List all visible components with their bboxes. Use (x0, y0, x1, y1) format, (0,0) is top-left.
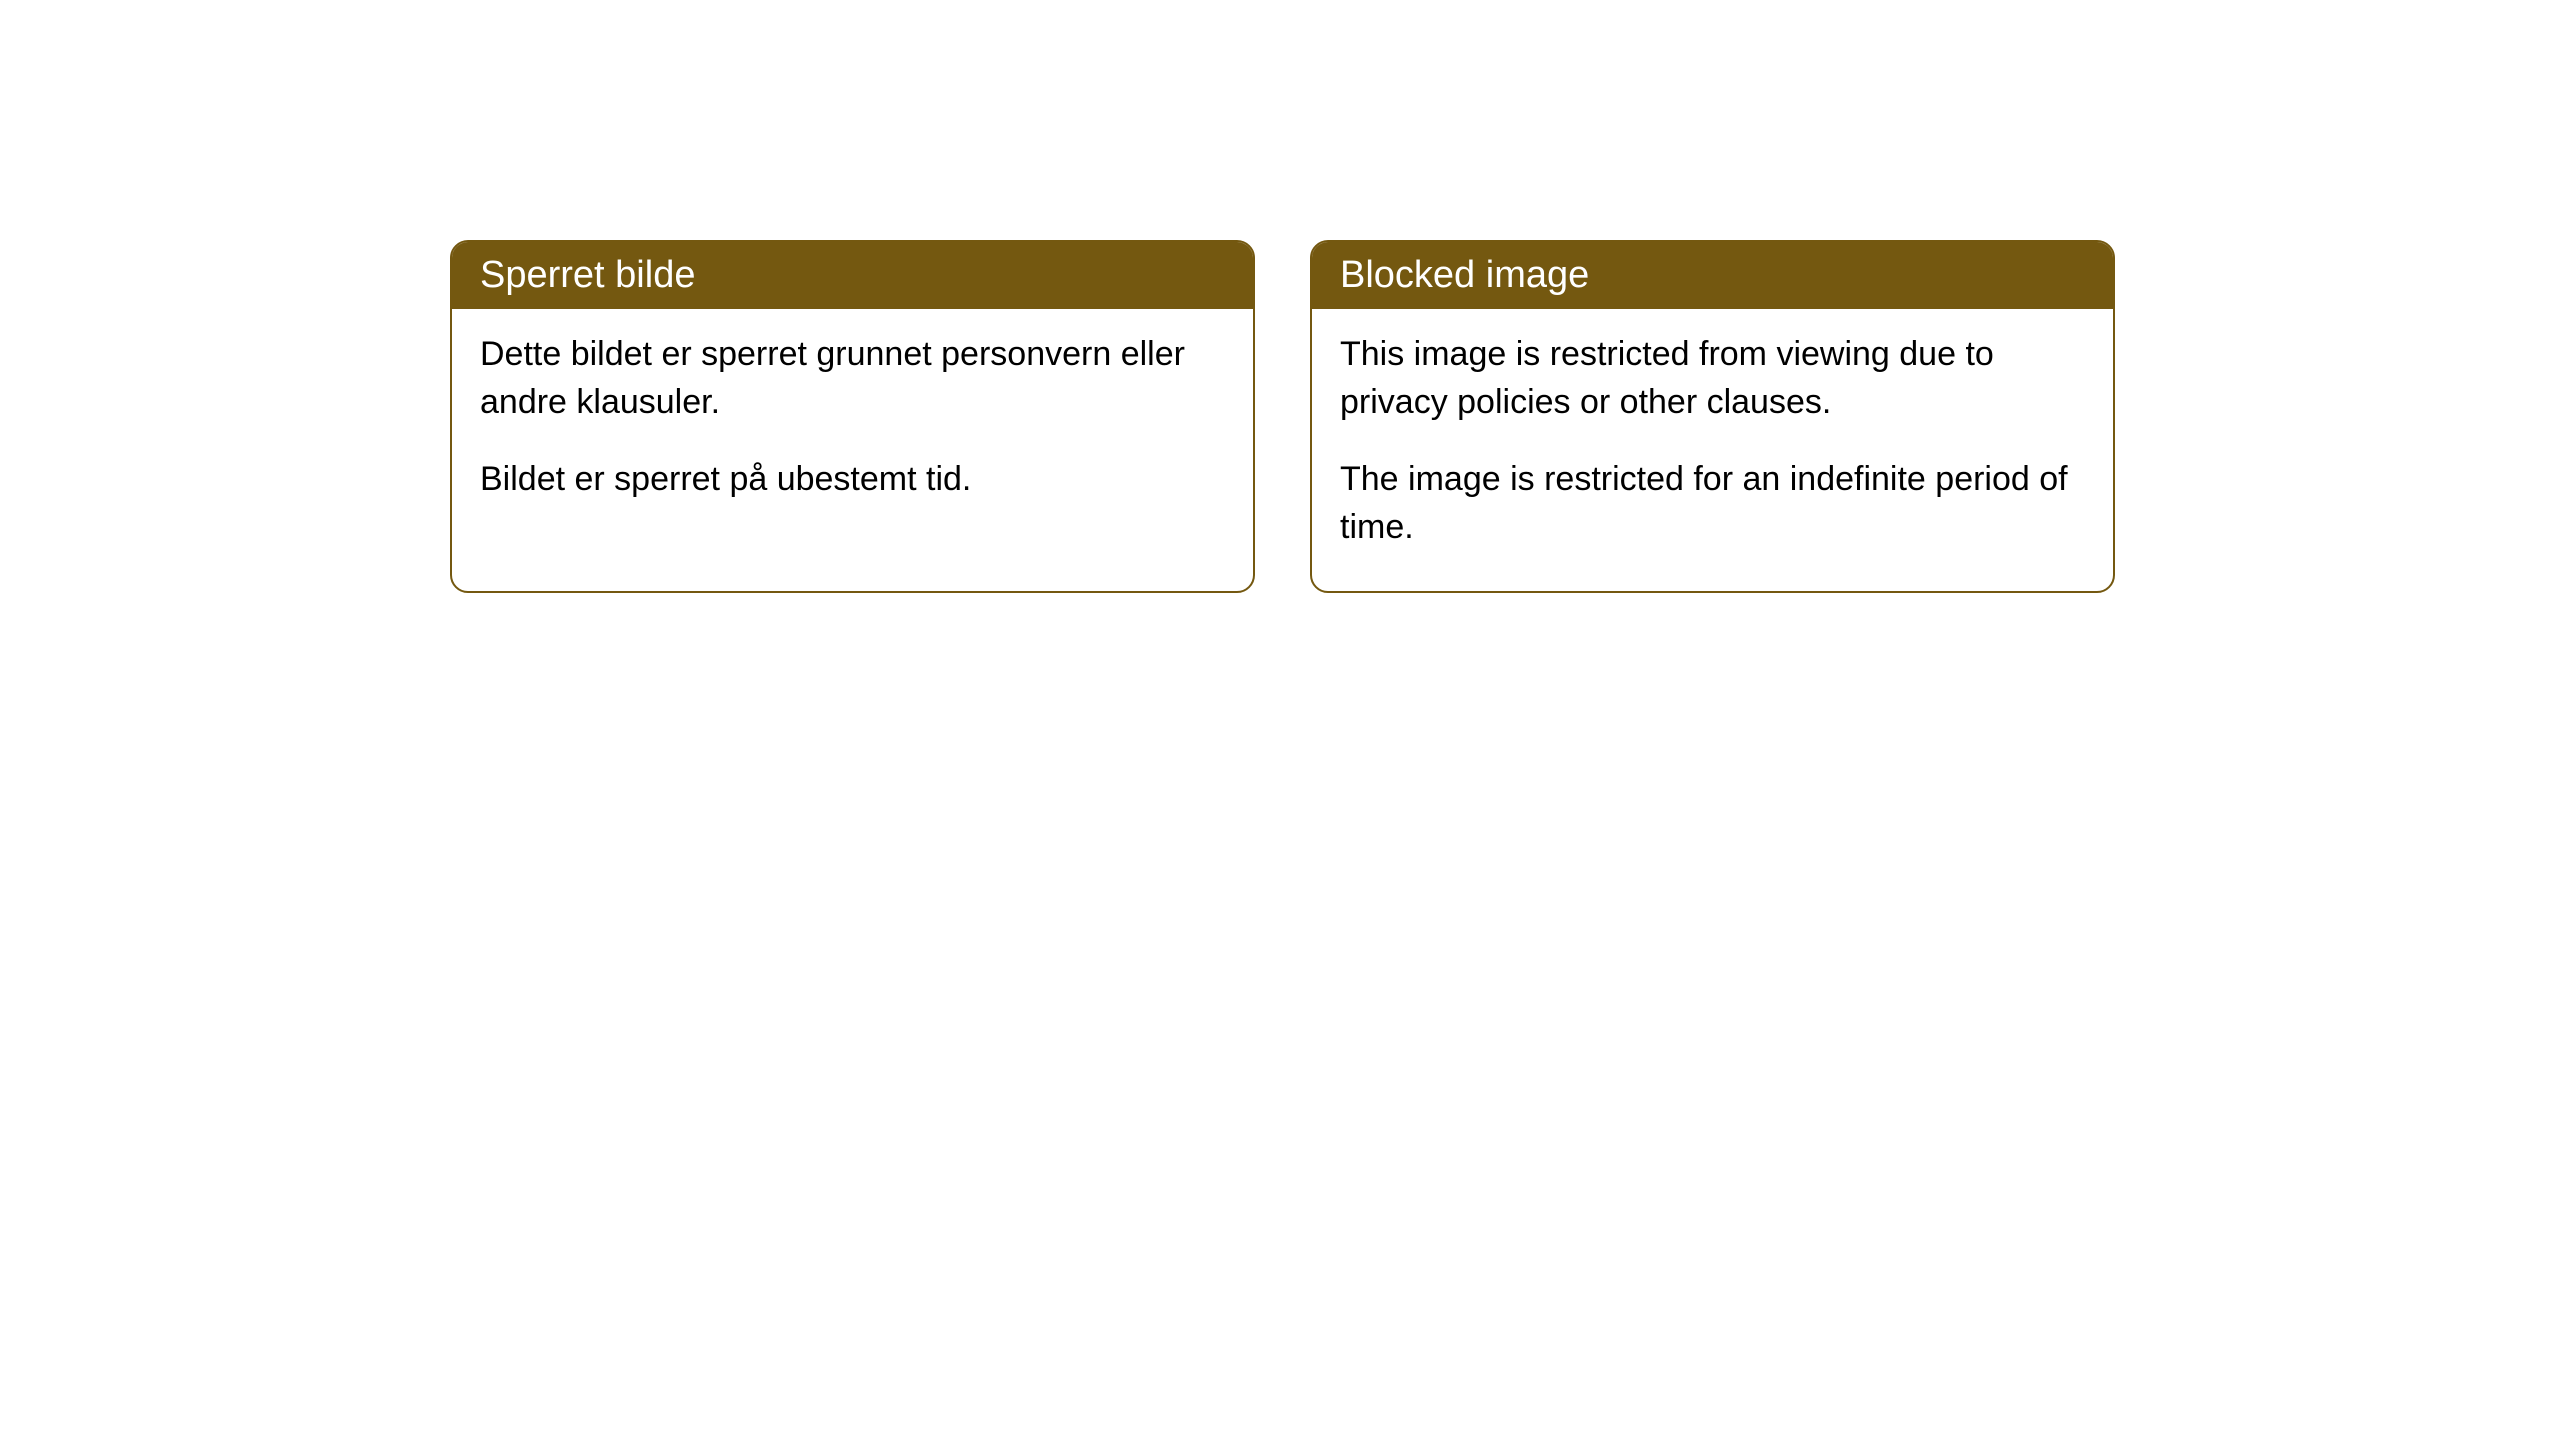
blocked-image-panel-english: Blocked image This image is restricted f… (1310, 240, 2115, 593)
panel-header-english: Blocked image (1312, 242, 2113, 309)
panel-title-norwegian: Sperret bilde (480, 254, 695, 296)
panel-paragraph-2-english: The image is restricted for an indefinit… (1340, 456, 2085, 551)
panels-container: Sperret bilde Dette bildet er sperret gr… (450, 240, 2115, 593)
panel-body-english: This image is restricted from viewing du… (1312, 309, 2113, 591)
panel-paragraph-1-norwegian: Dette bildet er sperret grunnet personve… (480, 331, 1225, 426)
panel-body-norwegian: Dette bildet er sperret grunnet personve… (452, 309, 1253, 544)
panel-paragraph-1-english: This image is restricted from viewing du… (1340, 331, 2085, 426)
panel-paragraph-2-norwegian: Bildet er sperret på ubestemt tid. (480, 456, 1225, 504)
panel-header-norwegian: Sperret bilde (452, 242, 1253, 309)
panel-title-english: Blocked image (1340, 254, 1589, 296)
blocked-image-panel-norwegian: Sperret bilde Dette bildet er sperret gr… (450, 240, 1255, 593)
